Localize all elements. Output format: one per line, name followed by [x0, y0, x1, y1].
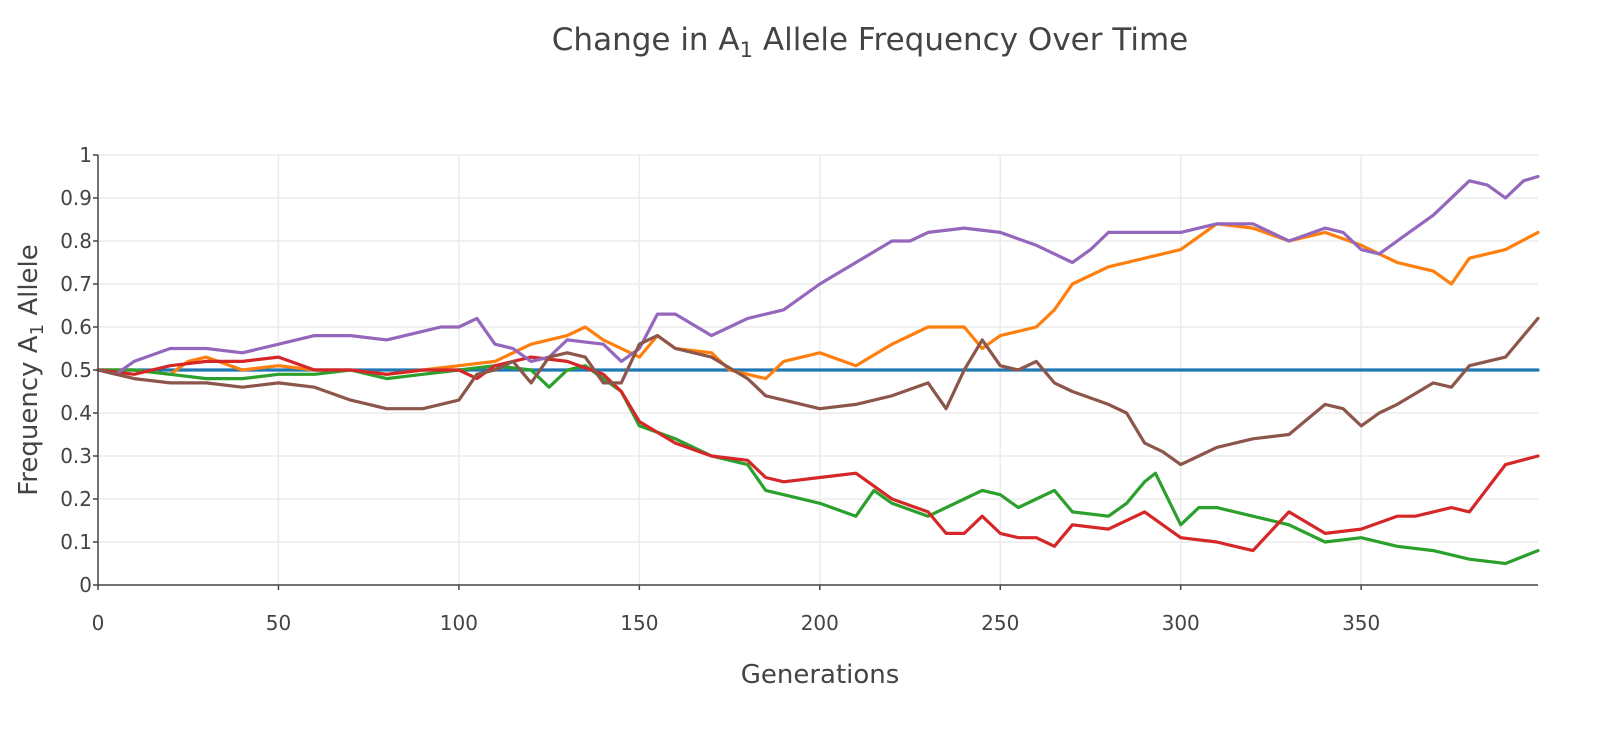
series-lines	[96, 174, 1540, 566]
chart-title: Change in A1 Allele Frequency Over Time	[551, 22, 1189, 62]
x-tick-label: 350	[1342, 611, 1380, 635]
y-tick-label: 0.3	[60, 444, 92, 468]
y-tick-label: 0.1	[60, 530, 92, 554]
series-line-5	[96, 174, 1540, 376]
x-tick-label: 100	[440, 611, 478, 635]
y-tick-label: 0.4	[60, 401, 92, 425]
x-tick-label: 250	[981, 611, 1019, 635]
y-tick-label: 0.6	[60, 315, 92, 339]
series-line-2	[96, 222, 1540, 381]
x-tick-label: 150	[620, 611, 658, 635]
y-tick-label: 0.7	[60, 272, 92, 296]
y-tick-label: 0.9	[60, 186, 92, 210]
x-tick-label: 50	[266, 611, 291, 635]
axes	[93, 154, 1538, 590]
y-tick-label: 0.2	[60, 487, 92, 511]
x-tick-label: 200	[801, 611, 839, 635]
y-tick-label: 1	[79, 143, 92, 167]
x-tick-label: 0	[92, 611, 105, 635]
series-line-4	[96, 355, 1540, 553]
y-axis-label: Frequency A1 Allele	[14, 244, 48, 496]
y-tick-label: 0.8	[60, 229, 92, 253]
tick-labels: 0 0.1 0.2 0.3 0.4 0.5 0.6 0.7 0.8 0.9 1 0 50 100 150 20…	[60, 143, 1380, 635]
y-tick-label: 0	[79, 573, 92, 597]
series-line-3	[96, 364, 1540, 566]
series-line-6	[96, 316, 1540, 467]
x-tick-label: 300	[1162, 611, 1200, 635]
x-axis-label: Generations	[740, 660, 900, 690]
y-tick-label: 0.5	[60, 358, 92, 382]
